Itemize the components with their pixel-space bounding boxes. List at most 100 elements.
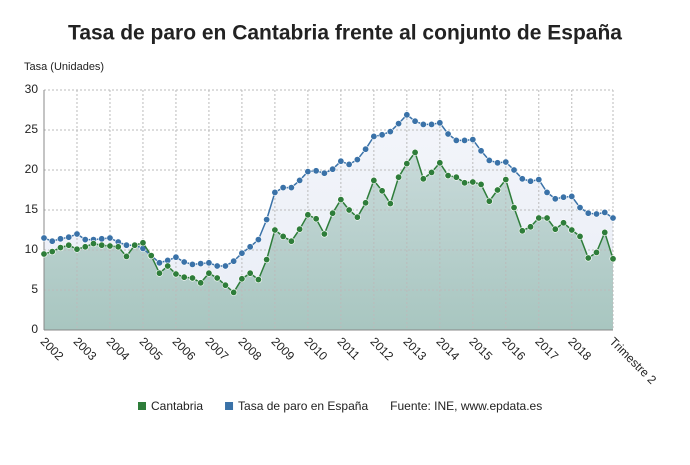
point	[172, 253, 180, 261]
point	[601, 208, 609, 216]
point	[609, 255, 617, 263]
x-tick-label: 2005	[137, 334, 166, 363]
point	[543, 214, 551, 222]
point	[461, 136, 469, 144]
point	[106, 242, 114, 250]
point	[502, 158, 510, 166]
point	[320, 169, 328, 177]
point	[73, 230, 81, 238]
point	[304, 168, 312, 176]
point	[485, 156, 493, 164]
point	[106, 234, 114, 242]
point	[378, 187, 386, 195]
point	[362, 199, 370, 207]
point	[312, 215, 320, 223]
point	[428, 120, 436, 128]
point	[411, 148, 419, 156]
point	[230, 288, 238, 296]
point	[65, 233, 73, 241]
point	[419, 120, 427, 128]
point	[403, 160, 411, 168]
x-tick-label: 2016	[499, 334, 528, 363]
point	[576, 204, 584, 212]
line	[43, 113, 614, 267]
point	[312, 167, 320, 175]
point	[254, 276, 262, 284]
point	[114, 243, 122, 251]
y-tick-label: 20	[25, 162, 39, 176]
area	[44, 152, 613, 330]
point	[345, 160, 353, 168]
point	[279, 232, 287, 240]
point	[40, 250, 48, 258]
point	[527, 177, 535, 185]
x-tick-label: 2011	[335, 334, 363, 362]
point	[485, 197, 493, 205]
point	[271, 226, 279, 234]
point	[254, 236, 262, 244]
point	[395, 173, 403, 181]
point	[593, 248, 601, 256]
point	[221, 262, 229, 270]
line	[43, 150, 614, 294]
point	[386, 128, 394, 136]
point	[518, 175, 526, 183]
point	[246, 269, 254, 277]
point	[502, 176, 510, 184]
point	[221, 281, 229, 289]
point	[551, 195, 559, 203]
point	[535, 176, 543, 184]
point	[56, 244, 64, 252]
point	[230, 257, 238, 265]
point	[395, 120, 403, 128]
point	[139, 239, 147, 247]
point	[469, 178, 477, 186]
point	[65, 241, 73, 249]
point	[428, 168, 436, 176]
point	[263, 256, 271, 264]
y-tick-label: 10	[25, 242, 39, 256]
y-axis-label: Tasa (Unidades)	[24, 61, 104, 73]
source: Fuente: INE, www.epdata.es	[390, 399, 542, 413]
point	[444, 172, 452, 180]
point	[81, 236, 89, 244]
point	[527, 223, 535, 231]
point	[436, 119, 444, 127]
point	[197, 260, 205, 268]
point	[510, 166, 518, 174]
point	[535, 214, 543, 222]
point	[40, 234, 48, 242]
point	[601, 228, 609, 236]
point	[131, 241, 139, 249]
point	[122, 252, 130, 260]
point	[263, 216, 271, 224]
point	[560, 219, 568, 227]
x-tick-label: 2008	[236, 334, 265, 363]
point	[164, 262, 172, 270]
x-tick-label: Trimestre 2	[607, 334, 660, 387]
point	[469, 136, 477, 144]
point	[287, 184, 295, 192]
point	[477, 180, 485, 188]
point	[477, 147, 485, 155]
point	[444, 130, 452, 138]
point	[320, 230, 328, 238]
point	[304, 211, 312, 219]
point	[403, 111, 411, 119]
point	[568, 226, 576, 234]
point	[593, 210, 601, 218]
point	[271, 188, 279, 196]
legend-label: Tasa de paro en España	[238, 399, 368, 413]
x-tick-label: 2015	[466, 334, 495, 363]
x-tick-label: 2002	[38, 334, 67, 363]
x-tick-label: 2010	[302, 334, 331, 363]
point	[180, 258, 188, 266]
point	[205, 269, 213, 277]
point	[287, 237, 295, 245]
point	[213, 262, 221, 270]
point	[461, 179, 469, 187]
point	[98, 241, 106, 249]
point	[329, 209, 337, 217]
y-tick-label: 15	[25, 202, 39, 216]
point	[386, 200, 394, 208]
